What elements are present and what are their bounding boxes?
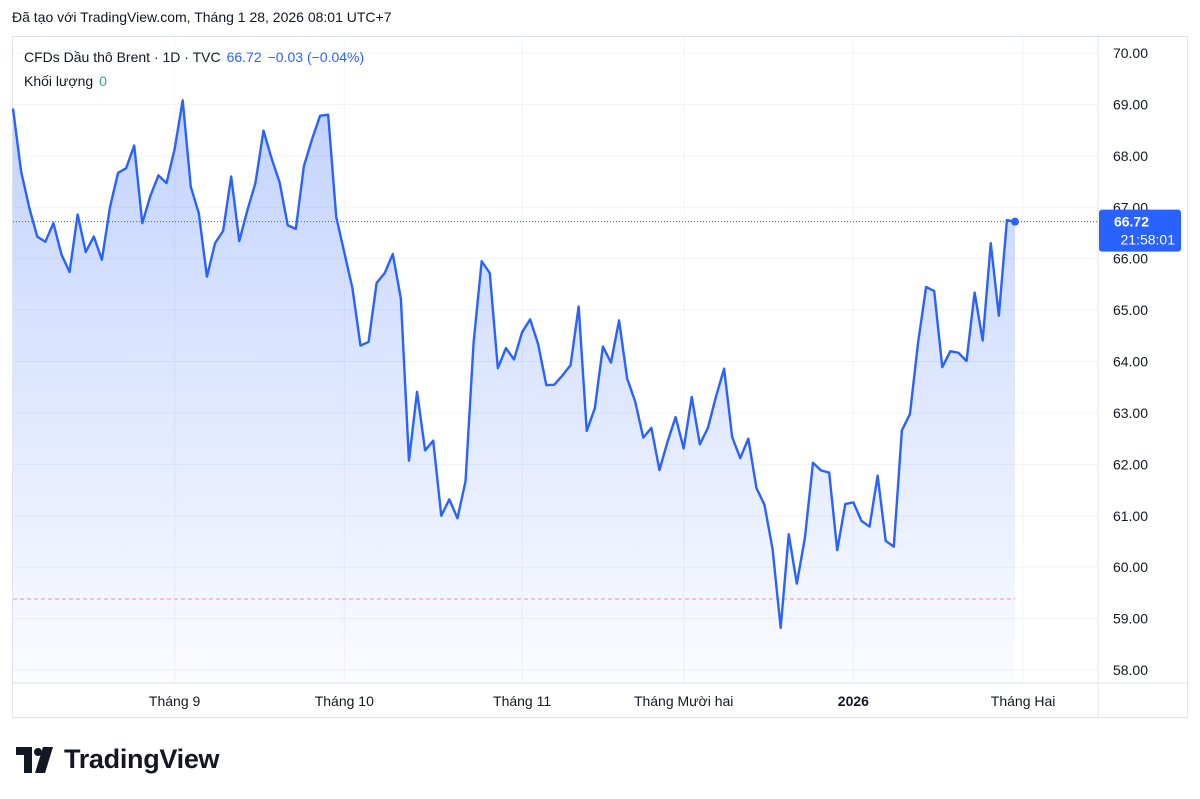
y-tick-label: 70.00 [1113, 45, 1148, 61]
y-tick-label: 63.00 [1113, 405, 1148, 421]
last-price-badge: 66.72 21:58:01 [1099, 209, 1181, 252]
symbol-title[interactable]: CFDs Dầu thô Brent · 1D · TVC [24, 49, 221, 65]
y-tick-label: 59.00 [1113, 611, 1148, 627]
chart-frame [12, 36, 1188, 718]
x-tick-label: Tháng Hai [991, 693, 1056, 709]
x-tick-label: Tháng 9 [149, 693, 201, 709]
y-tick-label: 61.00 [1113, 508, 1148, 524]
volume-value: 0 [99, 73, 107, 89]
y-tick-label: 69.00 [1113, 96, 1148, 112]
legend-volume-row: Khối lượng 0 [24, 72, 364, 96]
y-tick-label: 68.00 [1113, 148, 1148, 164]
tradingview-logo-text: TradingView [64, 744, 220, 774]
x-tick-label: 2026 [838, 693, 869, 709]
tradingview-logo-icon [16, 746, 53, 773]
last-price-value: 66.72 [226, 49, 262, 65]
y-axis: 70.0069.0068.0067.0066.0065.0064.0063.00… [1113, 45, 1148, 678]
price-badge-bg [1099, 209, 1181, 252]
area-layer [13, 100, 1015, 684]
chart-credit: Đã tạo với TradingView.com, Tháng 1 28, … [12, 9, 392, 25]
area-fill [13, 100, 1015, 684]
price-change-value: −0.03 (−0.04%) [267, 49, 365, 65]
y-tick-label: 62.00 [1113, 456, 1148, 472]
legend-symbol-row: CFDs Dầu thô Brent · 1D · TVC 66.72 −0.03 … [24, 48, 364, 72]
y-tick-label: 58.00 [1113, 662, 1148, 678]
y-tick-label: 65.00 [1113, 302, 1148, 318]
x-tick-label: Tháng 11 [493, 693, 551, 709]
tradingview-logo[interactable]: TradingView [16, 744, 220, 775]
last-price-dot [1011, 217, 1019, 226]
line-layer [11, 99, 1019, 630]
x-tick-label: Tháng Mười hai [634, 693, 733, 709]
volume-label[interactable]: Khối lượng [24, 73, 94, 89]
x-axis: Tháng 9 Tháng 10 Tháng 11 Tháng Mười hai 202… [149, 693, 1055, 709]
price-levels [13, 221, 1098, 600]
x-tick-label: Tháng 10 [315, 693, 374, 709]
price-badge-value: 66.72 [1114, 214, 1149, 230]
chart-legend: CFDs Dầu thô Brent · 1D · TVC 66.72 −0.03 … [24, 48, 364, 96]
y-tick-label: 60.00 [1113, 559, 1148, 575]
price-badge-countdown: 21:58:01 [1121, 232, 1176, 248]
y-tick-label: 64.00 [1113, 354, 1148, 370]
y-tick-label: 66.00 [1113, 251, 1148, 267]
